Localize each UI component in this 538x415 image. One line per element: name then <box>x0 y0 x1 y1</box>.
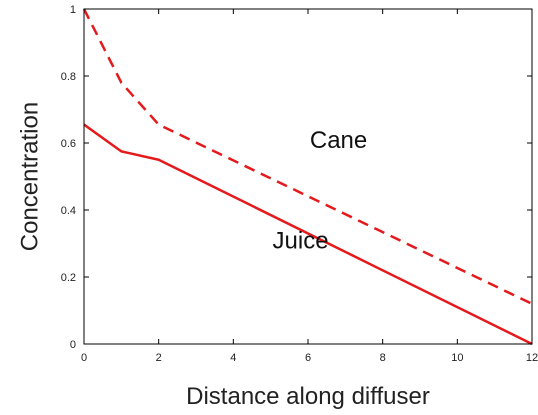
x-tick-label: 10 <box>451 352 463 364</box>
x-tick-label: 12 <box>526 352 538 364</box>
y-tick-label: 0.8 <box>61 71 76 83</box>
axis-ticks <box>83 8 533 345</box>
x-tick-label: 0 <box>81 352 87 364</box>
x-tick-label: 8 <box>380 352 386 364</box>
tick-labels: 0 2 4 6 8 10 12 0 0.2 0.4 0.6 0.8 1 <box>61 4 538 364</box>
x-tick-label: 6 <box>305 352 311 364</box>
series-line-solid <box>83 123 533 346</box>
y-tick-label: 0.4 <box>61 205 76 217</box>
y-tick-label: 0.2 <box>61 272 76 284</box>
annotations: Cane Juice <box>273 127 368 255</box>
annotation-cane: Cane <box>310 127 367 154</box>
y-tick-label: 1 <box>70 4 76 16</box>
y-tick-label: 0 <box>70 339 76 351</box>
x-axis-label: Distance along diffuser <box>186 383 430 410</box>
annotation-juice: Juice <box>273 228 329 255</box>
y-tick-label: 0.6 <box>61 138 76 150</box>
x-tick-label: 2 <box>156 352 162 364</box>
series-line-dashed <box>82 8 533 305</box>
y-axis-label: Concentration <box>16 102 43 251</box>
x-tick-label: 4 <box>230 352 236 364</box>
plot-frame <box>83 8 533 345</box>
series-lines <box>82 8 533 346</box>
